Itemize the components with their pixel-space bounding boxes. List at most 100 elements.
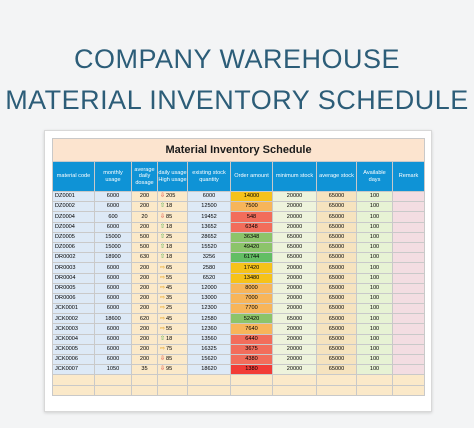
cell-available-days[interactable]: 100 bbox=[356, 323, 393, 335]
cell-material-code[interactable]: JCK0006 bbox=[52, 353, 95, 366]
cell-remark[interactable] bbox=[391, 292, 426, 305]
cell-available-days[interactable]: 100 bbox=[356, 221, 393, 233]
cell-existing-stock[interactable]: 15520 bbox=[187, 241, 231, 254]
cell-available-days[interactable]: 100 bbox=[356, 190, 393, 203]
cell-monthly-usage[interactable]: 15000 bbox=[94, 241, 132, 254]
cell-minimum-stock[interactable]: 20000 bbox=[272, 333, 317, 345]
cell-material-code[interactable]: DR0004 bbox=[52, 272, 95, 284]
cell-existing-stock[interactable]: 2580 bbox=[187, 262, 231, 274]
cell-monthly-usage[interactable]: 6000 bbox=[94, 353, 132, 366]
empty-cell[interactable] bbox=[94, 384, 132, 396]
cell-monthly-usage[interactable]: 6000 bbox=[94, 323, 132, 335]
cell-average-daily[interactable]: 630 bbox=[131, 252, 158, 264]
cell-order-amount[interactable]: 6348 bbox=[230, 221, 273, 233]
cell-existing-stock[interactable]: 15620 bbox=[187, 353, 231, 366]
cell-available-days[interactable]: 100 bbox=[356, 333, 393, 345]
cell-material-code[interactable]: DZ0005 bbox=[52, 231, 95, 243]
empty-cell[interactable] bbox=[391, 374, 426, 386]
cell-available-days[interactable]: 100 bbox=[356, 241, 393, 254]
empty-cell[interactable] bbox=[94, 374, 132, 386]
cell-remark[interactable] bbox=[391, 333, 426, 345]
cell-monthly-usage[interactable]: 1050 bbox=[94, 364, 132, 376]
cell-minimum-stock[interactable]: 65000 bbox=[272, 252, 317, 264]
cell-remark[interactable] bbox=[391, 353, 426, 366]
cell-daily-high[interactable]: ⇨45 bbox=[157, 282, 188, 294]
cell-minimum-stock[interactable]: 20000 bbox=[272, 190, 317, 203]
cell-average-daily[interactable]: 20 bbox=[131, 211, 158, 223]
cell-available-days[interactable]: 100 bbox=[356, 252, 393, 264]
cell-minimum-stock[interactable]: 65000 bbox=[272, 241, 317, 254]
cell-monthly-usage[interactable]: 6000 bbox=[94, 190, 132, 203]
cell-existing-stock[interactable]: 6000 bbox=[187, 190, 231, 203]
cell-order-amount[interactable]: 14000 bbox=[230, 190, 273, 203]
cell-monthly-usage[interactable]: 6000 bbox=[94, 333, 132, 345]
empty-cell[interactable] bbox=[356, 374, 393, 386]
cell-average-stock[interactable]: 65000 bbox=[316, 282, 357, 294]
empty-cell[interactable] bbox=[230, 374, 273, 386]
cell-order-amount[interactable]: 7640 bbox=[230, 323, 273, 335]
cell-material-code[interactable]: DR0002 bbox=[52, 252, 95, 264]
cell-monthly-usage[interactable]: 600 bbox=[94, 211, 132, 223]
cell-average-stock[interactable]: 65000 bbox=[316, 313, 357, 325]
cell-daily-high[interactable]: ⇨55 bbox=[157, 272, 188, 284]
cell-order-amount[interactable]: 13480 bbox=[230, 272, 273, 284]
cell-material-code[interactable]: JCK0003 bbox=[52, 323, 95, 335]
cell-daily-high[interactable]: ⇩95 bbox=[157, 364, 188, 376]
cell-remark[interactable] bbox=[391, 252, 426, 264]
cell-remark[interactable] bbox=[391, 343, 426, 356]
cell-average-stock[interactable]: 65000 bbox=[316, 201, 357, 213]
cell-average-daily[interactable]: 500 bbox=[131, 241, 158, 254]
cell-order-amount[interactable]: 4380 bbox=[230, 353, 273, 366]
cell-average-daily[interactable]: 200 bbox=[131, 353, 158, 366]
cell-material-code[interactable]: DR0003 bbox=[52, 262, 95, 274]
cell-available-days[interactable]: 100 bbox=[356, 303, 393, 315]
cell-average-daily[interactable]: 200 bbox=[131, 333, 158, 345]
cell-daily-high[interactable]: ⇩205 bbox=[157, 190, 188, 203]
cell-available-days[interactable]: 100 bbox=[356, 201, 393, 213]
cell-available-days[interactable]: 100 bbox=[356, 211, 393, 223]
cell-material-code[interactable]: DZ0006 bbox=[52, 241, 95, 254]
cell-daily-high[interactable]: ⇨55 bbox=[157, 323, 188, 335]
empty-cell[interactable] bbox=[316, 374, 357, 386]
cell-available-days[interactable]: 100 bbox=[356, 353, 393, 366]
cell-order-amount[interactable]: 49420 bbox=[230, 241, 273, 254]
cell-average-daily[interactable]: 200 bbox=[131, 282, 158, 294]
cell-order-amount[interactable]: 17420 bbox=[230, 262, 273, 274]
cell-existing-stock[interactable]: 6520 bbox=[187, 272, 231, 284]
cell-minimum-stock[interactable]: 65000 bbox=[272, 231, 317, 243]
cell-daily-high[interactable]: ⇨75 bbox=[157, 343, 188, 356]
cell-available-days[interactable]: 100 bbox=[356, 292, 393, 305]
empty-cell[interactable] bbox=[52, 384, 95, 396]
cell-average-stock[interactable]: 65000 bbox=[316, 190, 357, 203]
cell-monthly-usage[interactable]: 18600 bbox=[94, 313, 132, 325]
cell-average-stock[interactable]: 65000 bbox=[316, 323, 357, 335]
cell-monthly-usage[interactable]: 18900 bbox=[94, 252, 132, 264]
empty-cell[interactable] bbox=[272, 374, 317, 386]
cell-existing-stock[interactable]: 12000 bbox=[187, 282, 231, 294]
cell-order-amount[interactable]: 548 bbox=[230, 211, 273, 223]
cell-minimum-stock[interactable]: 20000 bbox=[272, 323, 317, 335]
cell-material-code[interactable]: JCK0005 bbox=[52, 343, 95, 356]
cell-minimum-stock[interactable]: 20000 bbox=[272, 211, 317, 223]
cell-average-stock[interactable]: 65000 bbox=[316, 241, 357, 254]
cell-existing-stock[interactable]: 16325 bbox=[187, 343, 231, 356]
cell-daily-high[interactable]: ⇨35 bbox=[157, 292, 188, 305]
cell-existing-stock[interactable]: 12580 bbox=[187, 313, 231, 325]
empty-cell[interactable] bbox=[187, 384, 231, 396]
cell-remark[interactable] bbox=[391, 221, 426, 233]
cell-order-amount[interactable]: 61744 bbox=[230, 252, 273, 264]
empty-cell[interactable] bbox=[356, 384, 393, 396]
cell-minimum-stock[interactable]: 20000 bbox=[272, 303, 317, 315]
cell-average-stock[interactable]: 65000 bbox=[316, 272, 357, 284]
empty-cell[interactable] bbox=[157, 384, 188, 396]
cell-order-amount[interactable]: 7700 bbox=[230, 303, 273, 315]
cell-available-days[interactable]: 100 bbox=[356, 231, 393, 243]
cell-monthly-usage[interactable]: 6000 bbox=[94, 262, 132, 274]
cell-order-amount[interactable]: 6440 bbox=[230, 333, 273, 345]
cell-monthly-usage[interactable]: 6000 bbox=[94, 221, 132, 233]
cell-material-code[interactable]: DZ0001 bbox=[52, 190, 95, 203]
cell-minimum-stock[interactable]: 20000 bbox=[272, 282, 317, 294]
cell-monthly-usage[interactable]: 15000 bbox=[94, 231, 132, 243]
cell-average-stock[interactable]: 65000 bbox=[316, 211, 357, 223]
cell-existing-stock[interactable]: 13652 bbox=[187, 221, 231, 233]
